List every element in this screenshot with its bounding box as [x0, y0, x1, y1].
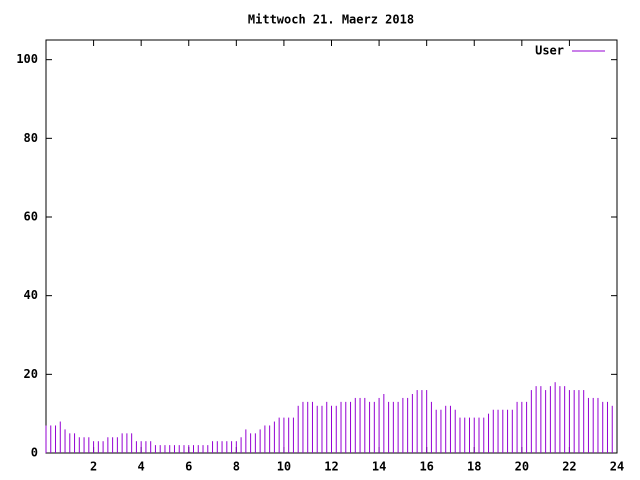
y-tick-label: 60	[24, 210, 38, 224]
x-tick-label: 20	[515, 460, 529, 474]
x-tick-label: 6	[185, 460, 192, 474]
x-tick-label: 4	[138, 460, 145, 474]
legend-label: User	[535, 44, 564, 58]
y-tick-label: 20	[24, 367, 38, 381]
y-tick-label: 100	[16, 52, 38, 66]
x-tick-label: 14	[372, 460, 386, 474]
y-tick-label: 80	[24, 131, 38, 145]
x-tick-label: 2	[90, 460, 97, 474]
x-tick-label: 18	[467, 460, 481, 474]
chart-title: Mittwoch 21. Maerz 2018	[248, 13, 414, 27]
y-tick-label: 40	[24, 288, 38, 302]
x-tick-label: 22	[562, 460, 576, 474]
x-tick-label: 8	[233, 460, 240, 474]
x-tick-label: 24	[610, 460, 624, 474]
y-tick-label: 0	[31, 446, 38, 460]
x-tick-label: 12	[324, 460, 338, 474]
x-tick-label: 10	[277, 460, 291, 474]
x-tick-label: 16	[419, 460, 433, 474]
